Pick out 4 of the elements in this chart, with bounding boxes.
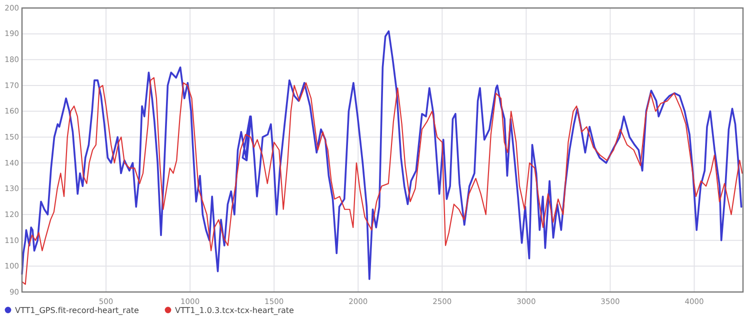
legend-label: VTT1_1.0.3.tcx-tcx-heart_rate: [175, 306, 294, 315]
line-series: [21, 30, 742, 280]
legend-label: VTT1_GPS.fit-record-heart_rate: [15, 306, 139, 315]
line-series: [21, 77, 743, 285]
